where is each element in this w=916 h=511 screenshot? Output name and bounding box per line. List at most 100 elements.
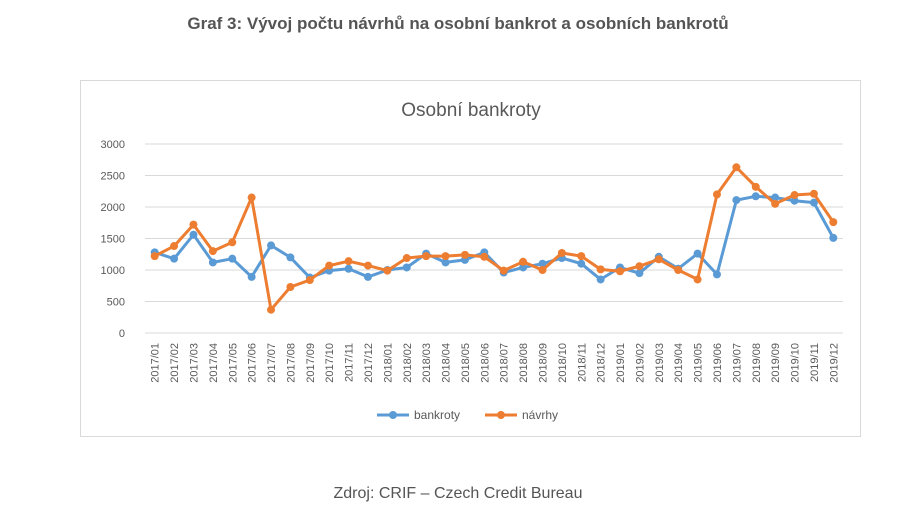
data-point — [228, 238, 237, 247]
data-point — [635, 262, 644, 271]
x-tick-label: 2017/01 — [150, 343, 162, 383]
x-tick-label: 2019/09 — [770, 343, 782, 383]
data-point — [577, 252, 586, 261]
data-point — [771, 199, 780, 208]
x-tick-label: 2018/04 — [441, 343, 453, 383]
data-point — [208, 247, 217, 256]
x-tick-label: 2018/11 — [576, 343, 588, 382]
data-point — [596, 265, 605, 274]
x-tick-label: 2017/07 — [266, 343, 278, 383]
x-tick-label: 2018/10 — [557, 343, 569, 383]
legend-item: návrhy — [485, 408, 558, 422]
x-tick-label: 2019/12 — [828, 343, 840, 383]
data-point — [712, 270, 721, 279]
x-tick-label: 2019/05 — [693, 343, 705, 383]
y-tick-label: 2000 — [101, 202, 125, 214]
data-point — [402, 263, 411, 272]
legend-marker — [389, 411, 397, 419]
data-point — [693, 275, 702, 284]
data-point — [790, 191, 799, 200]
data-point — [829, 233, 838, 242]
data-point — [538, 266, 547, 274]
y-tick-label: 0 — [119, 328, 125, 340]
x-tick-label: 2019/11 — [809, 343, 821, 382]
data-point — [751, 182, 760, 191]
x-tick-label: 2018/06 — [479, 343, 491, 383]
x-tick-label: 2018/07 — [499, 343, 511, 383]
x-tick-label: 2017/05 — [227, 343, 239, 383]
legend-item: bankroty — [377, 408, 460, 422]
x-tick-label: 2017/03 — [188, 343, 200, 383]
y-tick-label: 3000 — [101, 139, 125, 151]
data-point — [441, 258, 450, 267]
data-point — [267, 305, 276, 314]
x-tick-label: 2018/05 — [460, 343, 472, 383]
x-tick-label: 2017/02 — [169, 343, 181, 383]
chart-frame: Osobní bankroty 0 500 1000 1500 2000 2500 3000… — [80, 80, 861, 437]
x-tick-label: 2017/11 — [344, 343, 356, 382]
data-point — [809, 198, 818, 207]
data-point — [170, 242, 179, 251]
data-point — [809, 189, 818, 198]
data-point — [577, 259, 586, 268]
x-tick-label: 2018/12 — [596, 343, 608, 383]
x-tick-label: 2019/03 — [654, 343, 666, 383]
x-tick-label: 2017/06 — [247, 343, 259, 383]
data-point — [325, 261, 334, 270]
source-note: Zdroj: CRIF – Czech Credit Bureau — [333, 485, 583, 502]
x-tick-label: 2019/08 — [751, 343, 763, 383]
x-tick-label: 2017/09 — [305, 343, 317, 383]
data-point — [247, 272, 256, 281]
data-point — [519, 257, 528, 266]
series-line — [154, 194, 835, 281]
line-chart: Osobní bankroty 0 500 1000 1500 2000 2500 3000… — [101, 100, 843, 422]
data-point — [170, 254, 179, 263]
data-point — [674, 266, 683, 274]
x-tick-label: 2019/01 — [615, 343, 627, 383]
x-tick-label: 2018/09 — [537, 343, 549, 383]
data-point — [790, 196, 799, 205]
chart-title: Osobní bankroty — [401, 100, 541, 121]
data-point — [383, 266, 392, 275]
x-tick-label: 2019/06 — [712, 343, 724, 383]
x-tick-label: 2018/01 — [382, 343, 394, 383]
data-point — [286, 253, 295, 262]
y-tick-label: 500 — [107, 297, 125, 309]
series-line — [154, 165, 835, 312]
x-tick-label: 2017/04 — [208, 343, 220, 383]
data-point — [771, 193, 780, 202]
y-tick-label: 1000 — [101, 265, 125, 277]
data-point — [635, 269, 644, 278]
y-tick-label: 1500 — [101, 234, 125, 246]
x-tick-label: 2018/02 — [402, 343, 414, 383]
x-tick-label: 2019/02 — [634, 343, 646, 383]
data-point — [519, 263, 528, 272]
data-point — [402, 254, 411, 263]
data-point — [596, 275, 605, 284]
data-point — [189, 230, 198, 239]
data-point — [480, 252, 489, 261]
x-tick-label: 2019/07 — [731, 343, 743, 383]
data-point — [247, 193, 256, 202]
data-point — [829, 218, 838, 227]
data-point — [305, 276, 314, 285]
data-point — [538, 259, 547, 268]
data-point — [751, 192, 760, 201]
data-point — [344, 264, 353, 273]
legend-label: bankroty — [414, 408, 460, 422]
data-point — [363, 272, 372, 281]
data-point — [422, 252, 431, 261]
x-tick-label: 2019/04 — [673, 343, 685, 383]
x-tick-label: 2017/12 — [363, 343, 375, 383]
data-point — [557, 248, 566, 257]
data-point — [286, 283, 295, 292]
x-tick-label: 2019/10 — [790, 343, 802, 383]
data-point — [499, 266, 508, 275]
data-point — [267, 241, 276, 250]
x-tick-label: 2018/03 — [421, 343, 433, 383]
data-point — [189, 220, 198, 229]
data-point — [441, 252, 450, 261]
data-point — [208, 258, 217, 267]
data-point — [460, 250, 469, 259]
data-point — [732, 163, 741, 172]
